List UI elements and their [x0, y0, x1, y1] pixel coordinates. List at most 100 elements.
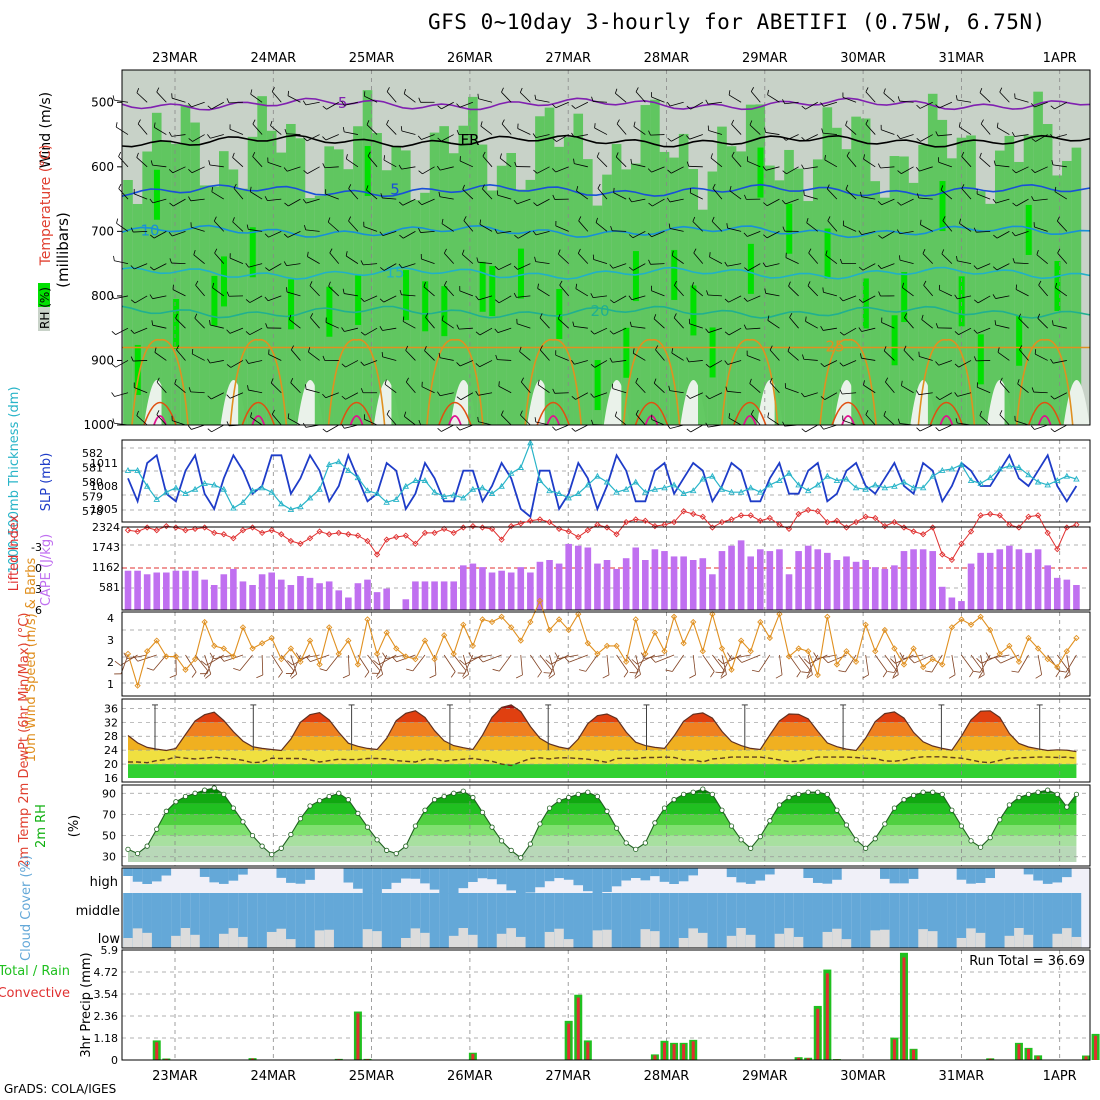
wind-barb-flag	[429, 674, 437, 679]
cape-bar	[488, 572, 496, 610]
wind10-marker	[805, 648, 812, 655]
wind-barb	[766, 231, 780, 239]
cloud-middle	[994, 893, 1005, 918]
wind-barb-flag	[132, 655, 139, 662]
rh2m-marker	[1035, 789, 1041, 795]
rh-band	[621, 169, 631, 425]
wind-barb	[989, 654, 1010, 659]
wind-barb-flag	[671, 250, 674, 256]
isotherm-35-loop	[939, 415, 954, 426]
wind-barb	[421, 258, 435, 265]
wind10-marker	[144, 648, 151, 655]
cape-bar	[297, 576, 304, 610]
thickness-marker	[977, 480, 984, 486]
cloud-high	[621, 868, 631, 881]
wind-barb-flag	[709, 252, 711, 258]
wind-barb	[885, 381, 895, 393]
cape-bar	[804, 545, 812, 610]
cloud-gap	[410, 928, 421, 948]
cloud-middle	[515, 893, 526, 918]
wind-barb	[689, 323, 703, 329]
wind-barb	[728, 94, 742, 103]
wind-barb-flag	[367, 151, 371, 157]
cloud-high	[410, 868, 421, 879]
wind-barb	[863, 158, 876, 168]
wind-barb	[537, 198, 550, 207]
slp-frame	[121, 439, 1091, 523]
wind10-marker	[421, 637, 429, 644]
cloud-middle	[698, 893, 708, 918]
wind-barb-flag	[123, 652, 128, 659]
wind-barb	[288, 198, 301, 207]
thickness-marker	[153, 495, 161, 502]
rh2m-marker	[173, 799, 179, 805]
wind-barb	[727, 263, 742, 267]
wind-barb	[937, 134, 952, 137]
wind-barb-flag	[839, 362, 844, 367]
wind-barb	[310, 317, 320, 329]
wind-barb	[364, 95, 378, 103]
cloud-high	[611, 868, 622, 887]
wind-barb	[709, 392, 723, 400]
precip-conv-bar	[988, 1058, 992, 1060]
wind-barb	[152, 198, 167, 204]
wind-barb	[1037, 654, 1043, 675]
wind-barb	[287, 166, 301, 172]
wind-barb-flag	[1050, 428, 1055, 433]
wind-barb	[191, 424, 205, 430]
rh-band	[180, 104, 191, 425]
cloud-low	[611, 918, 622, 948]
cloud-level-low: low	[98, 932, 121, 947]
precip-conv-bar	[1094, 1035, 1098, 1060]
cloud-high	[199, 868, 210, 877]
cloud-low	[860, 918, 871, 948]
wind-barb-flag	[632, 348, 635, 354]
wind-barb-flag	[806, 674, 813, 679]
wind-barb-flag	[845, 184, 849, 190]
rh-band	[1033, 91, 1043, 425]
wind-barb	[232, 221, 244, 232]
wind10-marker	[1054, 663, 1061, 671]
rh-band-high	[901, 272, 908, 323]
rh2m-band	[128, 814, 1077, 825]
rh2m-marker	[642, 840, 648, 846]
cloud-middle	[640, 893, 651, 918]
wind-barb	[593, 101, 608, 103]
wind-barb-flag	[494, 328, 499, 333]
cloud-gap	[640, 929, 651, 948]
wind-barb-flag	[839, 389, 843, 395]
wind-barb-flag	[749, 120, 753, 126]
wind10-marker	[642, 650, 649, 657]
wind-barb	[1057, 252, 1068, 264]
wind-barb-flag	[149, 294, 153, 299]
wind-barb-flag	[295, 652, 301, 659]
wind-barb-flag	[149, 198, 154, 204]
wind-barb-flag	[655, 345, 659, 350]
thickness-marker	[527, 439, 534, 446]
wind-barb-flag	[205, 673, 212, 679]
wind-barb-flag	[534, 256, 537, 262]
wind10-marker	[613, 642, 620, 650]
cloud-high	[353, 868, 363, 889]
wind-barb-flag	[808, 248, 812, 254]
wind-barb-flag	[590, 293, 594, 298]
rh2m-marker	[671, 797, 677, 803]
wind-barb-flag	[1031, 138, 1036, 142]
wind-barb-flag	[897, 96, 900, 102]
wind-barb-flag	[788, 281, 791, 287]
cloud-gap	[774, 933, 785, 948]
date-gridlines	[174, 785, 1061, 866]
wind-barb-flag	[245, 331, 250, 335]
wind-barb	[995, 198, 1010, 204]
wind-barb	[730, 654, 751, 659]
cloud-low	[803, 918, 813, 948]
date-label-top: 23MAR	[152, 51, 198, 66]
wind-barb-flag	[558, 249, 561, 255]
wind-barb-flag	[813, 652, 818, 659]
wind-barb-flag	[247, 385, 249, 391]
rh2m-marker	[728, 823, 735, 829]
wind-barb	[804, 134, 818, 141]
wind-barb-flag	[822, 657, 829, 664]
wind-barb-flag	[650, 656, 656, 663]
wind-barb-flag	[289, 314, 292, 320]
